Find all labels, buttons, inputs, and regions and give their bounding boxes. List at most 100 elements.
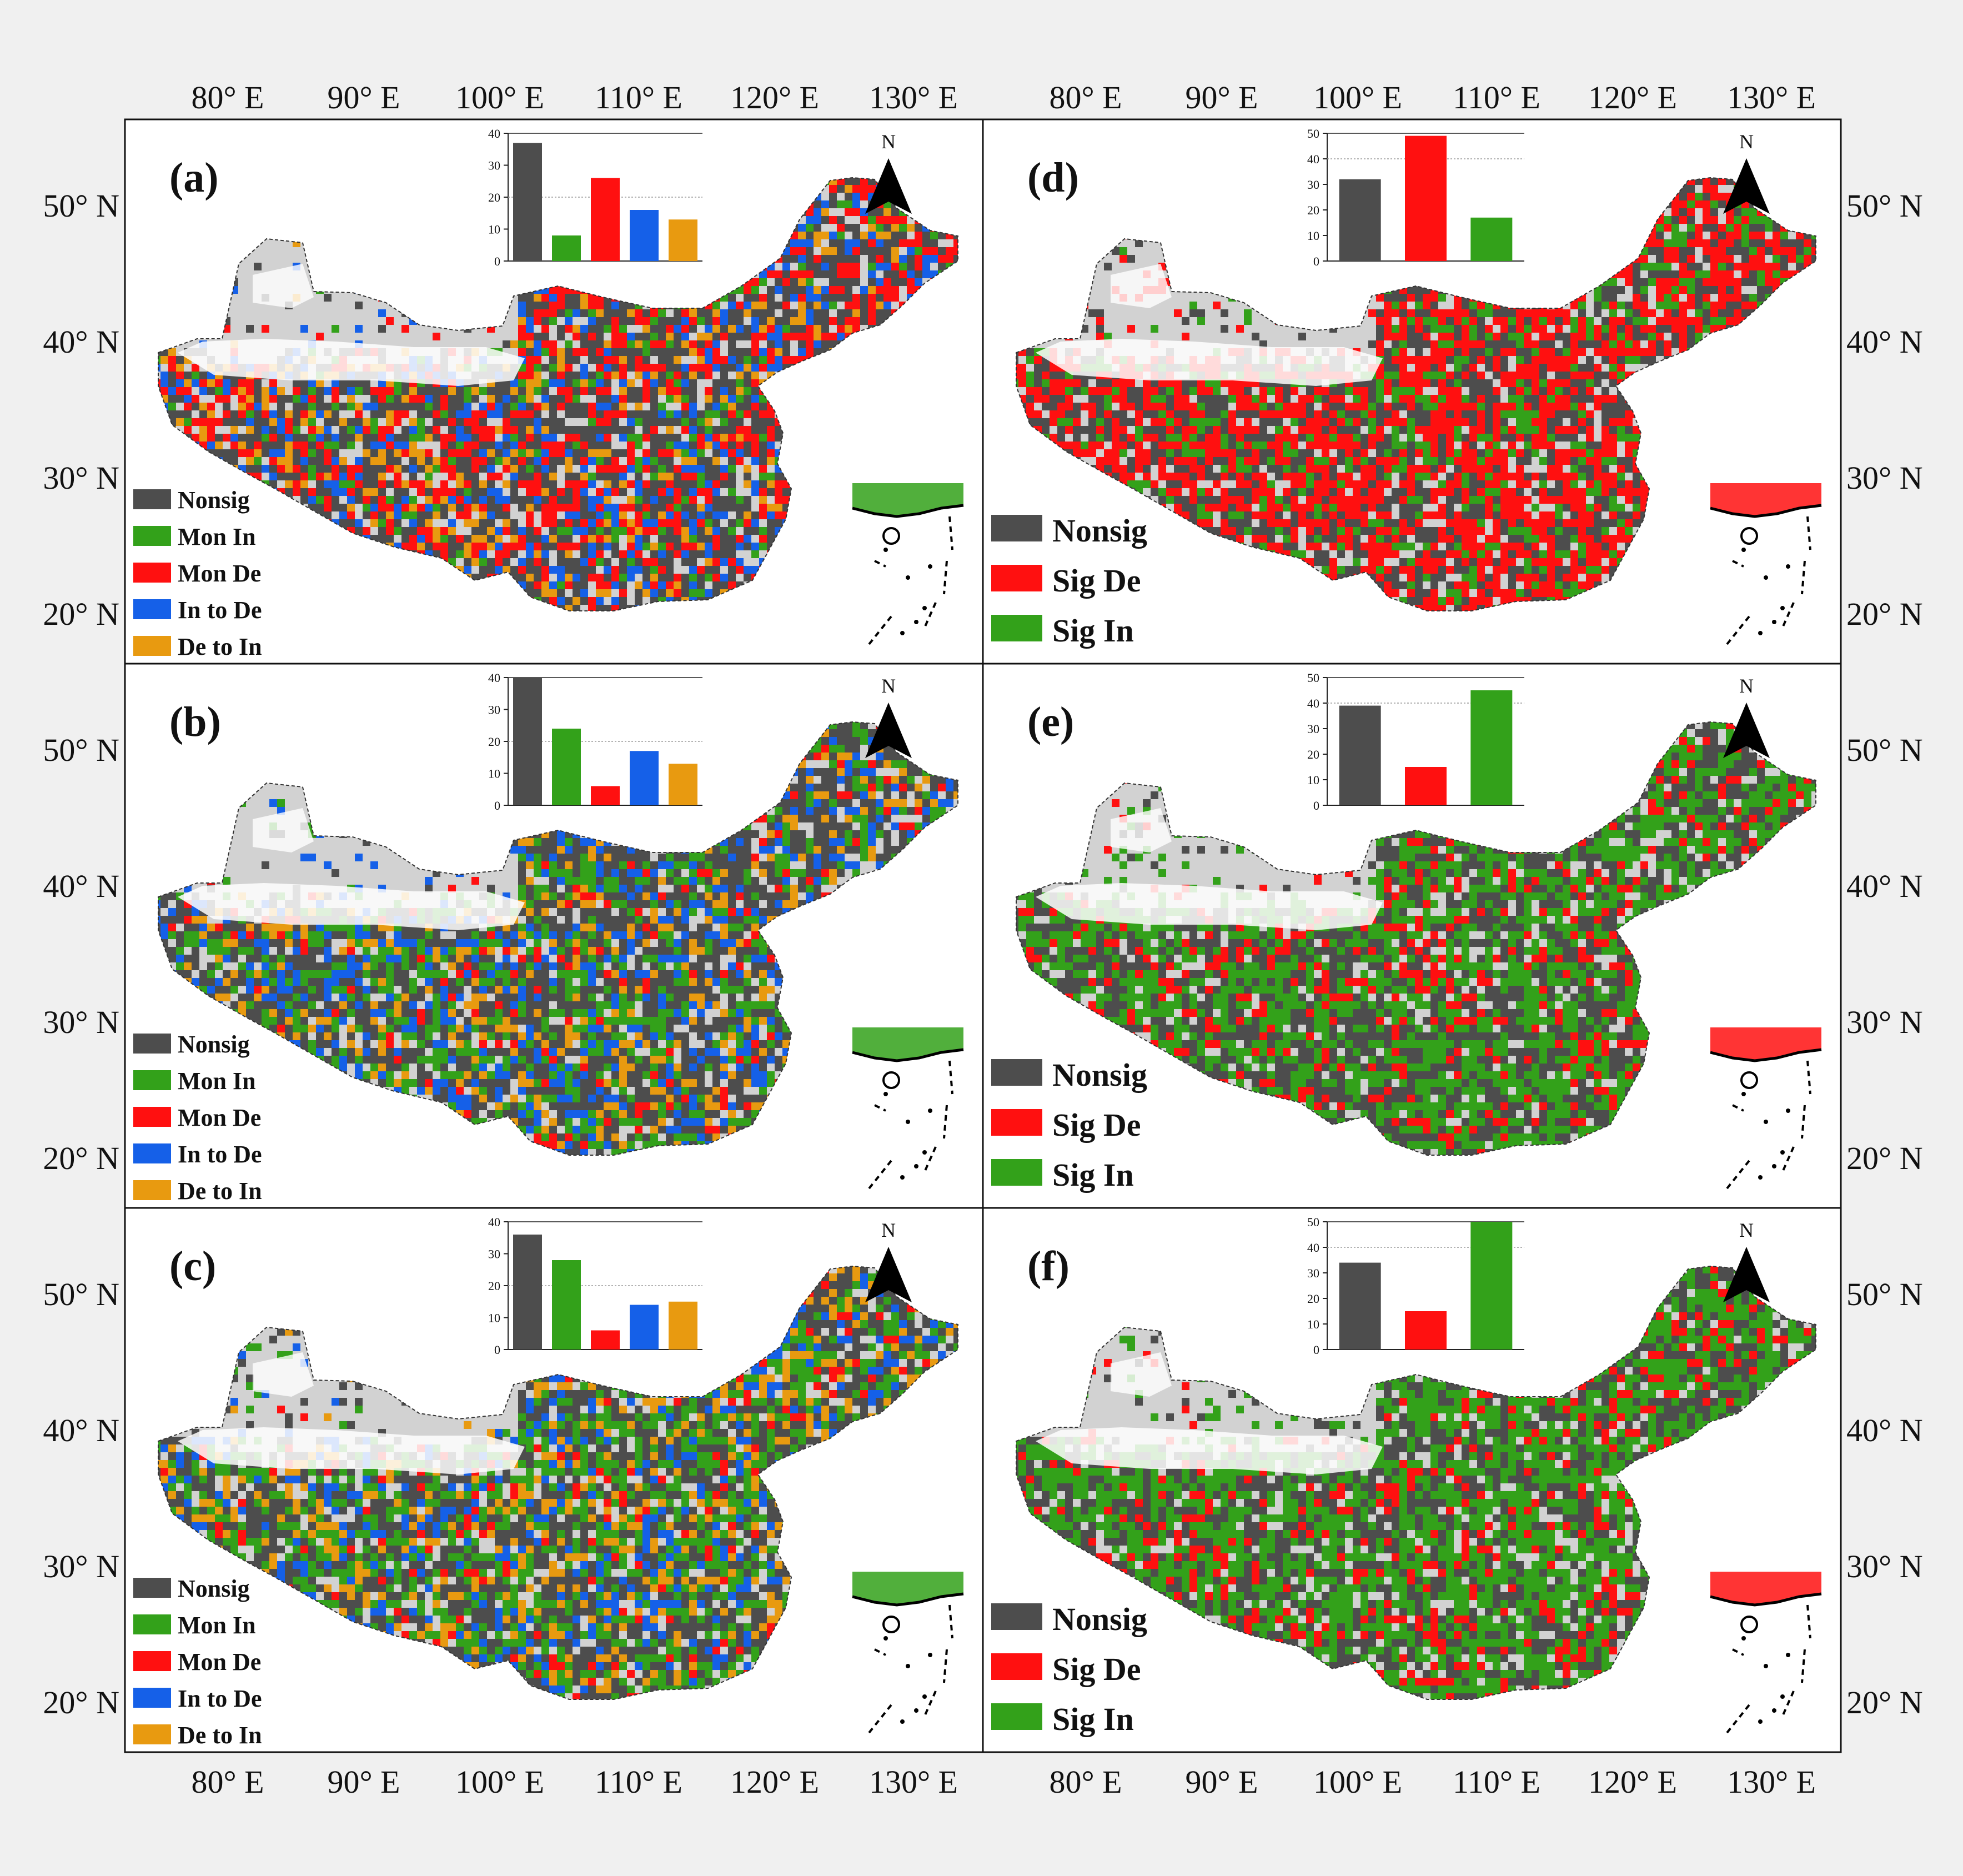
y-tick-label: 30: [1307, 1266, 1319, 1280]
lon-label: 80° E: [191, 1764, 264, 1800]
y-tick-label: 40: [1307, 152, 1319, 166]
island-dot: [1764, 575, 1768, 580]
island-dot: [922, 1150, 927, 1155]
y-tick-label: 0: [494, 1343, 500, 1357]
bar-nonsig: [1339, 705, 1381, 805]
y-tick-label: 40: [1307, 1241, 1319, 1255]
legend-label: Mon De: [178, 560, 261, 587]
panel-label: (f): [1027, 1243, 1070, 1290]
nine-dash-line: [1726, 1060, 1811, 1190]
island-dot: [1741, 1092, 1746, 1096]
lat-label: 50° N: [1846, 1276, 1923, 1312]
north-arrow: N: [1723, 675, 1770, 758]
legend-swatch: [133, 1578, 171, 1598]
hainan-island: [1740, 527, 1758, 545]
north-arrow-left: [865, 1247, 888, 1302]
island-dot: [1780, 1694, 1785, 1699]
y-tick-label: 30: [488, 159, 500, 173]
hainan-island: [1740, 1071, 1758, 1089]
lon-label: 110° E: [595, 1764, 682, 1800]
lat-label: 20° N: [43, 596, 119, 632]
island-dot: [1758, 631, 1763, 635]
north-arrow: N: [865, 131, 912, 214]
legend: Nonsig Mon In Mon De In to De De to In: [133, 1031, 262, 1205]
lon-label: 100° E: [455, 79, 544, 116]
lat-label: 40° N: [43, 1412, 119, 1448]
nine-dash-line: [868, 1060, 953, 1190]
legend-swatch: [991, 1703, 1042, 1730]
legend-label: Sig De: [1052, 563, 1141, 599]
desert-area: [253, 1352, 314, 1397]
legend-label: Sig In: [1052, 613, 1134, 649]
lat-label: 40° N: [1846, 1412, 1923, 1448]
panel-label: (e): [1027, 699, 1074, 745]
legend-label: De to In: [178, 633, 262, 660]
lat-label: 20° N: [1846, 1684, 1923, 1720]
lat-label: 40° N: [1846, 324, 1923, 360]
legend-label: Nonsig: [1052, 513, 1147, 549]
north-arrow-left: [1723, 1247, 1746, 1302]
lon-label: 100° E: [1313, 1764, 1402, 1800]
y-tick-label: 30: [488, 703, 500, 717]
legend-swatch: [133, 1688, 171, 1708]
island-dot: [906, 575, 910, 580]
top-longitude-labels-right: 80° E 90° E 100° E 110° E 120° E 130° E: [1049, 79, 1816, 116]
north-arrow-left: [865, 703, 888, 758]
legend-label: Nonsig: [1052, 1601, 1147, 1637]
island-dot: [900, 1719, 905, 1724]
legend-label: De to In: [178, 1722, 262, 1749]
lon-label: 110° E: [595, 79, 682, 116]
island-dot: [906, 1664, 910, 1668]
lon-label: 130° E: [1727, 1764, 1816, 1800]
y-tick-label: 0: [1313, 799, 1319, 812]
left-latitude-labels: 50° N 40° N 30° N 20° N 50° N 40° N 30° N 20° N…: [43, 188, 119, 1720]
y-tick-label: 20: [1307, 1292, 1319, 1306]
panel-label: (c): [169, 1243, 216, 1290]
island-dot: [883, 1636, 888, 1641]
y-tick-label: 10: [488, 223, 500, 237]
desert-area: [1111, 808, 1172, 852]
desert-area: [178, 1427, 525, 1474]
island-dot: [914, 620, 918, 624]
hainan-island: [1740, 1616, 1758, 1633]
island-dot: [1780, 606, 1785, 610]
desert-area: [178, 883, 525, 930]
y-tick-label: 10: [488, 767, 500, 781]
y-tick-label: 40: [488, 127, 500, 141]
island-dot: [900, 1175, 905, 1180]
lon-label: 110° E: [1453, 1764, 1540, 1800]
north-arrow-label: N: [1739, 675, 1754, 697]
lat-label: 30° N: [43, 1004, 119, 1040]
lat-label: 40° N: [1846, 868, 1923, 904]
island-dot: [1741, 548, 1746, 552]
lat-label: 30° N: [1846, 1548, 1923, 1584]
map-panel-e: (e) N Nonsig Sig De Sig In 0 10 20 30 40 50: [982, 663, 1842, 1209]
lat-label: 40° N: [43, 324, 119, 360]
legend-label: In to De: [178, 1685, 262, 1712]
north-arrow-left: [865, 158, 888, 214]
island-dot: [883, 1092, 888, 1096]
island-dot: [1786, 564, 1790, 569]
desert-area: [253, 808, 314, 852]
island-dot: [1772, 1164, 1776, 1168]
bottom-longitude-labels-left: 80° E 90° E 100° E 110° E 120° E 130° E: [191, 1764, 958, 1800]
north-arrow-right: [1746, 1247, 1770, 1302]
panel-label: (d): [1027, 154, 1079, 201]
y-tick-label: 20: [488, 190, 500, 204]
south-china-sea-inset: [1710, 483, 1822, 655]
desert-area: [1036, 1427, 1383, 1474]
legend-swatch: [133, 1034, 171, 1054]
top-longitude-labels-left: 80° E 90° E 100° E 110° E 120° E 130° E: [191, 79, 958, 116]
island-dot: [928, 1653, 932, 1657]
y-tick-label: 10: [1307, 773, 1319, 787]
legend-swatch: [991, 1109, 1042, 1136]
legend-swatch: [991, 1159, 1042, 1186]
y-tick-label: 30: [488, 1247, 500, 1261]
inset-bar-chart: 0 10 20 30 40: [458, 125, 702, 272]
north-arrow-right: [888, 158, 912, 214]
legend: Nonsig Mon In Mon De In to De De to In: [133, 1575, 262, 1749]
legend-swatch: [133, 599, 171, 619]
lon-label: 130° E: [869, 79, 958, 116]
bar-sig-de: [1405, 767, 1447, 805]
